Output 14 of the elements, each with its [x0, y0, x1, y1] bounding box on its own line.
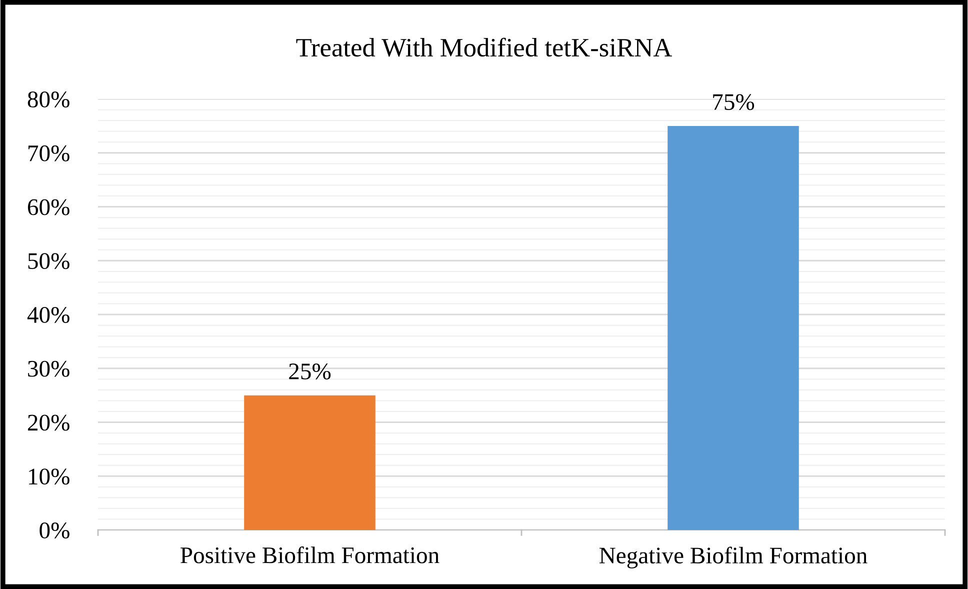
y-tick-label: 60%	[28, 199, 70, 216]
y-tick-label: 20%	[28, 414, 70, 431]
y-tick-label: 40%	[27, 306, 70, 323]
y-tick-label: 70%	[28, 145, 70, 162]
y-tick-label: 10%	[29, 468, 70, 485]
y-tick-label: 0%	[40, 522, 70, 538]
y-tick-label: 80%	[28, 91, 70, 108]
data-label: 25%	[289, 363, 331, 380]
x-tick-label: Positive Biofilm Formation	[180, 546, 440, 564]
chart-title: Treated With Modified tetK-siRNA	[296, 38, 672, 57]
y-tick-label: 50%	[28, 253, 70, 270]
y-tick-label: 30%	[28, 360, 70, 377]
data-label: 75%	[713, 94, 754, 110]
x-tick-label: Negative Biofilm Formation	[599, 546, 868, 568]
